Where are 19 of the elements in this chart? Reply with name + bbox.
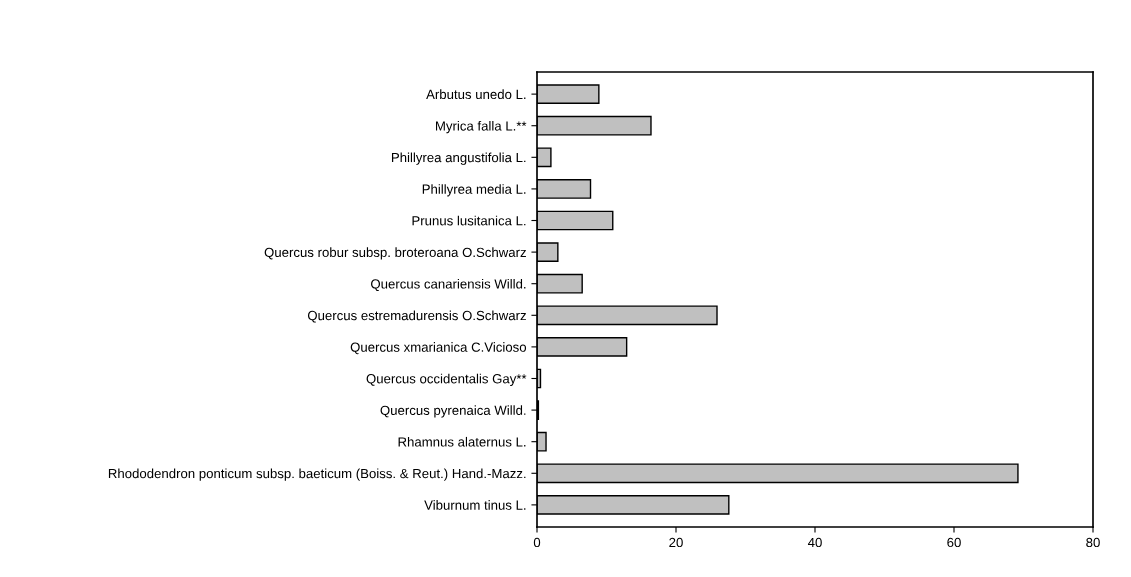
y-tick-label: Quercus occidentalis Gay**	[366, 373, 527, 387]
y-tick-label: Quercus estremadurensis O.Schwarz	[307, 310, 526, 323]
y-tick-label: Myrica falla L.**	[436, 120, 527, 134]
y-tick-label: Quercus canariensis Willd.	[371, 278, 526, 291]
y-tick-label: Quercus xmarianica C.Vicioso	[350, 342, 527, 355]
x-tick-label: 80	[1086, 537, 1100, 548]
y-tick-label: Rhamnus alaternus L.	[398, 436, 526, 447]
y-tick-label: Phillyrea angustifolia L.	[391, 152, 526, 165]
x-tick-label: 20	[669, 537, 683, 548]
y-tick-label: Rhododendron ponticum subsp. baeticum (Boiss. & Reut.) Hand.-Mazz.	[108, 468, 526, 481]
x-tick-label: 40	[807, 537, 822, 548]
y-tick-label: Arbutus unedo L.	[426, 89, 526, 100]
y-tick-label: Phillyrea media L.	[422, 184, 526, 197]
x-tick-label: 0	[533, 537, 541, 548]
x-tick-label: 60	[947, 537, 961, 548]
y-tick-label: Viburnum tinus L.	[424, 500, 526, 510]
y-tick-label: Quercus robur subsp. broteroana O.Schwarz	[264, 247, 526, 260]
y-tick-label: Prunus lusitanica L.	[412, 215, 526, 226]
y-tick-label: Quercus pyrenaica Willd.	[380, 405, 526, 418]
